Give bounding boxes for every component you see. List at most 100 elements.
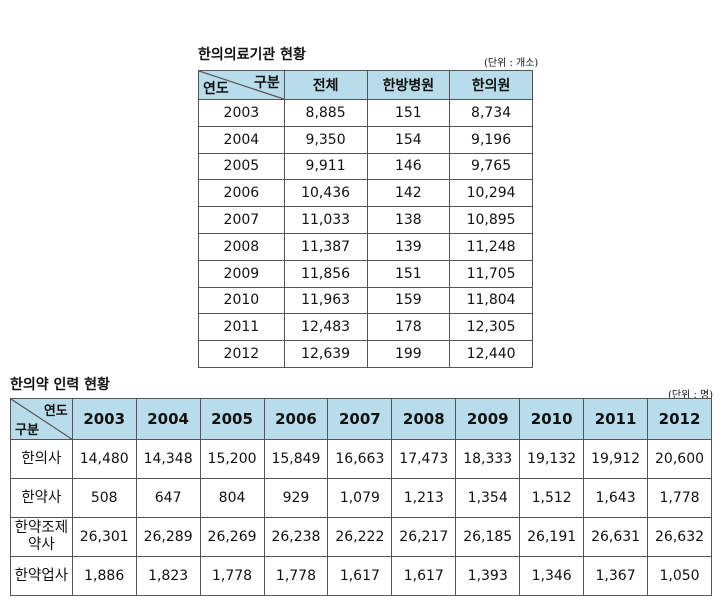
table2-value-cell: 1,079 [327, 478, 393, 518]
table2-value-cell: 19,912 [583, 439, 649, 479]
table2-value-cell: 20,600 [647, 439, 712, 479]
table2-value-cell: 1,393 [455, 556, 521, 596]
table1-row: 2008 11,387 139 11,248 [198, 232, 533, 261]
table2-value-cell: 1,617 [391, 556, 457, 596]
table2-title: 한의약 인력 현황 [10, 377, 110, 393]
table1-value-cell: 11,248 [449, 232, 533, 261]
table1-year-cell: 2011 [198, 313, 285, 342]
table1-row: 2006 10,436 142 10,294 [198, 179, 533, 208]
table1-value-cell: 8,885 [283, 99, 368, 127]
table2-year-header: 2012 [647, 398, 712, 440]
table2-unit: (단위 : 명) [668, 390, 714, 401]
table2-value-cell: 647 [135, 478, 201, 518]
table2-category-cell: 한약업사 [10, 556, 73, 596]
table2-header-row: 연도 구분 2003 2004 2005 2006 2007 2008 2009 2010 20… [10, 398, 712, 440]
table1-row: 2004 9,350 154 9,196 [198, 125, 533, 154]
table2-value-cell: 1,213 [391, 478, 457, 518]
table2-category-cell: 한약조제 약사 [10, 517, 73, 557]
table1-corner-top: 구분 [253, 75, 280, 91]
table2-category-cell: 한의사 [10, 439, 73, 479]
table2-year-header: 2005 [199, 398, 265, 440]
table1-value-cell: 151 [366, 259, 451, 288]
table2-value-cell: 26,217 [391, 517, 457, 557]
table1-value-cell: 12,639 [283, 340, 368, 368]
table1-title: 한의의료기관 현황 [198, 47, 306, 63]
table2-value-cell: 1,346 [519, 556, 585, 596]
table1-header-cell: 한의원 [449, 70, 533, 100]
table1-year-cell: 2009 [198, 259, 285, 288]
table1-value-cell: 11,033 [283, 206, 368, 234]
table2-value-cell: 26,269 [199, 517, 265, 557]
table2-row: 한약조제 약사 26,301 26,289 26,269 26,238 26,222 26,… [10, 517, 712, 557]
table1-row: 2011 12,483 178 12,305 [198, 313, 533, 342]
table2-year-header: 2006 [263, 398, 329, 440]
table1-value-cell: 146 [366, 152, 451, 181]
table1-value-cell: 12,305 [449, 313, 533, 342]
table2-value-cell: 1,643 [583, 478, 649, 518]
table1-year-cell: 2010 [198, 286, 285, 315]
table2-value-cell: 15,849 [263, 439, 329, 479]
table2-value-cell: 1,512 [519, 478, 585, 518]
table1-row: 2012 12,639 199 12,440 [198, 340, 533, 368]
table1-value-cell: 142 [366, 179, 451, 208]
table2-year-header: 2004 [135, 398, 201, 440]
table2-corner-top: 연도 [43, 404, 68, 419]
table1-header-row: 구분 연도 전체 한방병원 한의원 [198, 70, 533, 100]
table1-value-cell: 10,895 [449, 206, 533, 234]
table1-value-cell: 8,734 [449, 99, 533, 127]
table1-value-cell: 138 [366, 206, 451, 234]
table1-header-cell: 전체 [283, 70, 368, 100]
table1-value-cell: 139 [366, 232, 451, 261]
workforce-table: 연도 구분 2003 2004 2005 2006 2007 2008 2009 2010 20… [10, 398, 712, 596]
table2-year-header: 2008 [391, 398, 457, 440]
table1-value-cell: 9,911 [283, 152, 368, 181]
table2-value-cell: 1,778 [263, 556, 329, 596]
table2-corner-bottom: 구분 [15, 423, 39, 438]
table1-value-cell: 10,294 [449, 179, 533, 208]
table1-value-cell: 9,196 [449, 125, 533, 154]
table1-year-cell: 2006 [198, 179, 285, 208]
table2-value-cell: 1,778 [647, 478, 712, 518]
table1-row: 2007 11,033 138 10,895 [198, 206, 533, 234]
table1-value-cell: 178 [366, 313, 451, 342]
table2-value-cell: 26,222 [327, 517, 393, 557]
table2-value-cell: 17,473 [391, 439, 457, 479]
table1-value-cell: 11,963 [283, 286, 368, 315]
table2-value-cell: 18,333 [455, 439, 521, 479]
table1-value-cell: 151 [366, 99, 451, 127]
table1-year-cell: 2005 [198, 152, 285, 181]
table2-year-header: 2003 [71, 398, 137, 440]
medical-institutions-table: 구분 연도 전체 한방병원 한의원 2003 8,885 151 8,734 2004 9… [198, 70, 533, 368]
table2-value-cell: 26,238 [263, 517, 329, 557]
table2-corner-cell: 연도 구분 [10, 398, 73, 440]
table1-value-cell: 12,440 [449, 340, 533, 368]
table1-row: 2010 11,963 159 11,804 [198, 286, 533, 315]
table2-value-cell: 26,632 [647, 517, 712, 557]
table1-value-cell: 159 [366, 286, 451, 315]
table2-value-cell: 26,289 [135, 517, 201, 557]
table2-value-cell: 26,185 [455, 517, 521, 557]
table2-value-cell: 14,480 [71, 439, 137, 479]
table2-value-cell: 1,367 [583, 556, 649, 596]
table1-year-cell: 2007 [198, 206, 285, 234]
table1-year-cell: 2004 [198, 125, 285, 154]
table2-year-header: 2011 [583, 398, 649, 440]
table1-corner-bottom: 연도 [203, 81, 229, 97]
table2-value-cell: 14,348 [135, 439, 201, 479]
table1-value-cell: 11,856 [283, 259, 368, 288]
table1-value-cell: 11,804 [449, 286, 533, 315]
table1-value-cell: 199 [366, 340, 451, 368]
table1-value-cell: 9,765 [449, 152, 533, 181]
table1-year-cell: 2008 [198, 232, 285, 261]
table2-row: 한약업사 1,886 1,823 1,778 1,778 1,617 1,617 1,393 1… [10, 556, 712, 596]
table1-year-cell: 2012 [198, 340, 285, 368]
table2-value-cell: 1,823 [135, 556, 201, 596]
table1-value-cell: 154 [366, 125, 451, 154]
table1-row: 2009 11,856 151 11,705 [198, 259, 533, 288]
table2-value-cell: 26,301 [71, 517, 137, 557]
table2-row: 한약사 508 647 804 929 1,079 1,213 1,354 1,512 1,643… [10, 478, 712, 518]
table2-year-header: 2009 [455, 398, 521, 440]
table1-unit: (단위 : 개소) [484, 58, 539, 69]
table2-value-cell: 19,132 [519, 439, 585, 479]
table2-value-cell: 804 [199, 478, 265, 518]
